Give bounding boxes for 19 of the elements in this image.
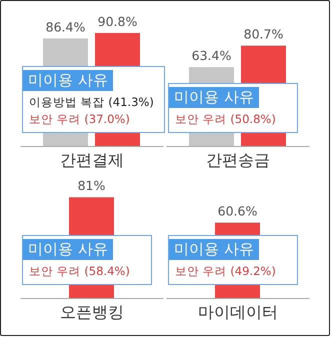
- annotation: 보안 우려 (58.4%): [28, 263, 131, 280]
- annotation: 보안 우려 (50.8%): [174, 111, 277, 128]
- data-label: 63.4%: [192, 48, 232, 64]
- annotation: 이용방법 복잡 (41.3%): [28, 94, 155, 111]
- data-label: 86.4%: [46, 19, 86, 34]
- data-label: 90.8%: [98, 14, 138, 29]
- x-axis-title: 간편송금: [206, 150, 270, 170]
- annotation: 미이용 사유: [169, 239, 259, 260]
- annotation: 미이용 사유: [169, 87, 259, 108]
- data-label: 81%: [78, 178, 106, 194]
- x-axis-title: 오픈뱅킹: [60, 302, 124, 322]
- data-label: 80.7%: [244, 26, 284, 42]
- annotation: 미이용 사유: [23, 239, 113, 260]
- annotation: 미이용 사유: [23, 70, 113, 91]
- x-axis-title: 마이데이터: [198, 302, 278, 322]
- annotation: 보안 우려 (37.0%): [28, 111, 131, 128]
- data-label: 60.6%: [218, 204, 258, 219]
- x-axis-title: 간편결제: [60, 150, 124, 170]
- annotation: 보안 우려 (49.2%): [174, 263, 277, 280]
